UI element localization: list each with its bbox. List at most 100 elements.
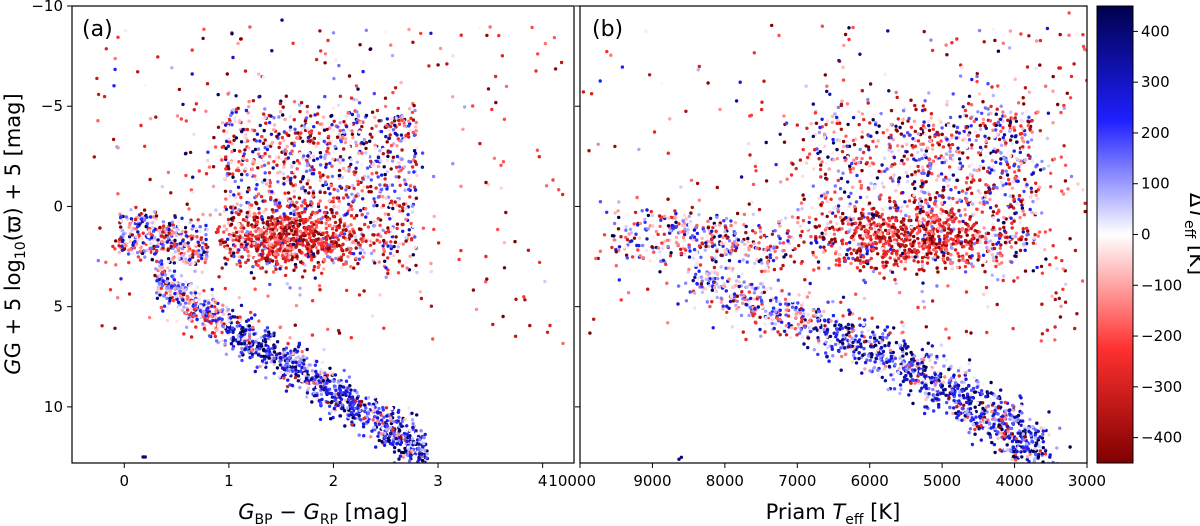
scatter-point-b [780,289,784,293]
scatter-point-a [318,29,322,33]
scatter-point-a [269,114,273,118]
scatter-point-a [326,134,331,139]
scatter-point-a [410,246,414,250]
scatter-point-a [285,384,290,389]
scatter-point-a [341,158,345,162]
scatter-point-a [192,132,196,137]
scatter-point-a [231,339,235,343]
scatter-point-a [369,178,373,182]
scatter-point-a [92,155,97,159]
scatter-point-b [1041,432,1045,436]
scatter-point-a [383,183,387,187]
scatter-point-a [278,215,282,220]
scatter-point-a [336,205,340,209]
scatter-point-a [299,186,304,191]
scatter-point-a [256,353,261,357]
scatter-point-a [253,244,258,248]
scatter-point-a [247,188,251,192]
scatter-point-b [929,380,934,385]
scatter-point-a [192,307,196,312]
scatter-point-a [361,425,366,429]
scatter-point-a [350,192,354,196]
scatter-point-b [935,393,940,397]
scatter-point-a [338,257,342,261]
scatter-point-a [139,236,143,241]
scatter-point-a [317,263,321,267]
scatter-point-b [686,270,690,274]
scatter-point-a [272,360,277,364]
scatter-point-b [760,305,764,309]
scatter-point-a [177,306,181,310]
scatter-point-a [370,110,375,114]
scatter-point-a [202,27,206,31]
scatter-point-b [962,380,966,384]
scatter-point-b [744,302,748,307]
scatter-point-a [141,241,145,245]
scatter-point-a [486,87,491,91]
scatter-point-b [831,299,835,304]
scatter-point-a [139,212,143,216]
scatter-point-a [378,223,382,227]
scatter-point-b [840,354,844,359]
scatter-point-a [386,212,391,217]
scatter-point-a [292,209,296,213]
scatter-point-a [379,413,383,417]
scatter-point-a [241,127,245,132]
scatter-point-a [169,284,174,288]
scatter-point-a [269,196,273,200]
scatter-point-a [153,252,157,256]
scatter-point-a [461,127,465,131]
scatter-point-a [291,360,295,365]
scatter-point-a [194,102,199,106]
scatter-point-a [323,156,327,161]
scatter-point-b [841,314,845,318]
scatter-point-a [350,406,354,410]
scatter-point-a [182,292,186,297]
scatter-point-a [308,215,312,220]
scatter-point-a [360,189,364,193]
scatter-point-a [436,63,440,67]
scatter-point-a [166,257,171,261]
scatter-point-a [277,375,281,379]
scatter-point-a [406,132,410,136]
scatter-point-a [179,117,183,121]
scatter-point-a [255,220,260,224]
scatter-point-a [347,167,351,171]
scatter-point-a [310,224,314,229]
scatter-point-b [981,382,986,386]
scatter-point-a [372,91,376,96]
scatter-point-a [347,397,351,402]
scatter-point-a [191,249,195,253]
scatter-point-a [319,217,324,221]
scatter-point-a [389,199,394,203]
scatter-point-a [114,263,118,267]
scatter-point-a [414,432,418,436]
scatter-point-a [352,199,356,203]
scatter-point-a [381,408,385,412]
scatter-point-a [354,246,358,250]
scatter-point-a [193,269,197,273]
scatter-point-a [314,144,318,148]
scatter-point-b [839,368,843,372]
scatter-point-a [303,269,307,273]
scatter-point-a [397,165,402,169]
scatter-point-a [252,332,256,336]
scatter-point-b [949,376,954,380]
scatter-point-a [411,224,415,228]
scatter-point-a [254,260,258,264]
scatter-point-a [485,33,489,38]
scatter-point-a [411,118,416,122]
scatter-point-a [352,97,356,102]
scatter-point-a [294,265,298,269]
scatter-point-a [194,229,199,233]
scatter-point-b [947,367,951,372]
scatter-point-b [719,300,723,305]
scatter-point-a [450,95,455,99]
scatter-point-a [402,138,406,142]
scatter-point-b [835,327,839,331]
scatter-point-a [258,347,262,351]
scatter-point-a [366,225,371,229]
scatter-point-a [389,43,393,47]
scatter-point-a [341,166,346,171]
scatter-point-a [295,349,300,353]
